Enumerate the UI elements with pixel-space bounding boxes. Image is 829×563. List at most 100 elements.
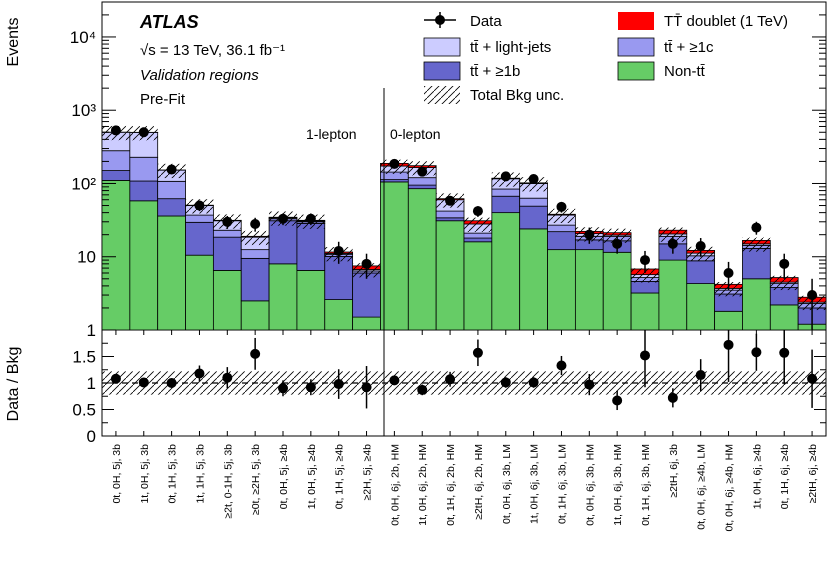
svg-text:Data: Data (470, 13, 502, 30)
x-tick-label-2: 0t, 1H, 5j, 3b (167, 444, 179, 504)
ratio-point-19 (640, 350, 650, 361)
ratio-point-0 (110, 373, 121, 384)
x-tick-label-14: 0t, 0H, 6j, 3b, LM (501, 444, 513, 524)
data-point-24 (779, 258, 790, 269)
x-tick-label-9: ≥2H, 5j, ≥4b (362, 444, 374, 501)
x-tick-label-3: 1t, 1H, 5j, 3b (194, 444, 206, 504)
bar-nontt-23 (742, 278, 771, 331)
y-axis-label-bottom: Data / Bkg (5, 347, 22, 422)
bar-nontt-7 (296, 270, 326, 331)
bar-nontt-24 (769, 304, 799, 331)
x-tick-label-25: ≥2tH, 6j, ≥4b (807, 444, 819, 504)
data-point-0 (110, 125, 121, 136)
x-tick-label-13: ≥2tH, 6j, 2b, HM (473, 444, 485, 520)
bar-ttb-12 (435, 217, 465, 222)
y-tick-label-3: 10³ (71, 101, 96, 120)
x-tick-label-0: 0t, 0H, 5j, 3b (111, 444, 123, 504)
unc-band-15 (519, 177, 548, 192)
ratio-point-12 (445, 374, 456, 385)
bar-ttb-19 (630, 281, 660, 294)
ratio-point-18 (612, 395, 623, 406)
bar-nontt-13 (463, 241, 493, 331)
bar-nontt-8 (324, 299, 354, 331)
x-tick-label-24: 0t, 1H, 6j, ≥4b (779, 444, 791, 509)
ratio-point-22 (723, 339, 734, 350)
bar-nontt-14 (491, 212, 521, 331)
ratio-band-3 (185, 371, 214, 395)
ratio-point-17 (584, 379, 595, 390)
data-point-1 (138, 127, 149, 138)
data-point-11 (417, 166, 428, 177)
x-tick-label-22: 0t, 0H, 6j, ≥4b, HM (724, 444, 736, 531)
ratio-point-10 (389, 375, 400, 386)
energy-lumi-label: √s = 13 TeV, 36.1 fb⁻¹ (140, 42, 285, 59)
x-tick-label-16: 0t, 1H, 6j, 3b, LM (556, 444, 568, 524)
ratio-point-11 (417, 384, 428, 395)
ratio-point-25 (807, 373, 818, 384)
bar-ttc-14 (491, 188, 521, 197)
legend-item-ttc: tt̄ + ≥1c (617, 37, 714, 57)
bar-nontt-3 (185, 254, 214, 331)
bar-ttb-24 (769, 287, 799, 306)
x-tick-label-19: 0t, 1H, 6j, 3b, HM (640, 444, 652, 526)
bar-ttb-4 (212, 236, 242, 271)
bar-ttc-1 (129, 156, 159, 182)
unc-band-24 (770, 275, 799, 291)
ratio-y-tick-label-2: 1 (87, 374, 96, 393)
data-point-21 (695, 241, 706, 252)
data-point-3 (194, 200, 205, 211)
legend-item-data: Data (424, 12, 502, 30)
data-point-10 (389, 158, 400, 169)
x-tick-label-10: 0t, 0H, 6j, 2b, HM (389, 444, 401, 526)
unc-band-16 (547, 208, 576, 224)
unc-band-18 (603, 228, 632, 243)
bar-nontt-11 (407, 188, 437, 331)
axes: 1 10 10² 10³ 10⁴ 0 0.5 1 1.5 (70, 1, 826, 446)
x-tick-label-15: 1t, 0H, 6j, 3b, LM (529, 444, 541, 524)
ratio-point-6 (278, 383, 288, 394)
bar-ttb-22 (714, 293, 743, 312)
data-point-4 (222, 216, 233, 227)
x-tick-label-23: 1t, 0H, 6j, ≥4b (751, 444, 763, 509)
data-point-14 (500, 171, 511, 182)
ratio-point-8 (333, 379, 344, 390)
bar-ttb-21 (686, 260, 716, 284)
x-tick-label-7: 1t, 0H, 5j, ≥4b (306, 444, 318, 509)
region-label-right: 0-lepton (390, 126, 441, 142)
svg-text:tt̄ + light-jets: tt̄ + light-jets (470, 39, 551, 56)
data-point-18 (612, 238, 623, 249)
ratio-point-20 (667, 392, 678, 403)
subtitle-label: Validation regions (140, 67, 259, 84)
data-point-15 (528, 174, 539, 185)
data-point-8 (333, 245, 344, 256)
ratio-band-16 (547, 371, 576, 395)
svg-text:Total Bkg unc.: Total Bkg unc. (470, 87, 564, 104)
bar-ttb-7 (296, 223, 326, 271)
data-point-5 (250, 218, 261, 229)
x-axis-tick-labels: 0t, 0H, 5j, 3b 1t, 0H, 5j, 3b 0t, 1H, 5j, … (111, 444, 819, 532)
ratio-band-22 (714, 371, 743, 395)
x-tick-label-8: 0t, 1H, 5j, ≥4b (334, 444, 346, 509)
bar-nontt-6 (268, 263, 298, 331)
bar-nontt-15 (519, 228, 548, 331)
region-label-left: 1-lepton (306, 126, 357, 142)
bar-ttc-2 (157, 180, 186, 200)
ratio-point-5 (250, 348, 261, 359)
legend-item-signal: TT̄ doublet (1 TeV) (618, 12, 788, 30)
ratio-point-9 (361, 382, 372, 393)
ratio-point-16 (556, 360, 567, 371)
ratio-y-tick-label-1: 0.5 (72, 401, 96, 420)
data-point-25 (807, 290, 818, 301)
legend: Data tt̄ + light-jets tt̄ + ≥1b Total Bk… (423, 12, 788, 104)
bar-ttb-11 (407, 184, 437, 190)
bar-ttc-16 (547, 224, 576, 233)
legend-item-unc: Total Bkg unc. (424, 86, 564, 104)
y-tick-label-1: 10 (77, 248, 96, 267)
data-point-12 (445, 195, 456, 206)
x-tick-label-18: 1t, 0H, 6j, 3b, HM (612, 444, 624, 526)
svg-text:tt̄ + ≥1b: tt̄ + ≥1b (470, 63, 520, 80)
bar-ttc-3 (185, 214, 214, 223)
ratio-point-7 (305, 382, 316, 393)
x-tick-label-5: ≥0t, ≥2H, 5j, 3b (250, 444, 262, 515)
